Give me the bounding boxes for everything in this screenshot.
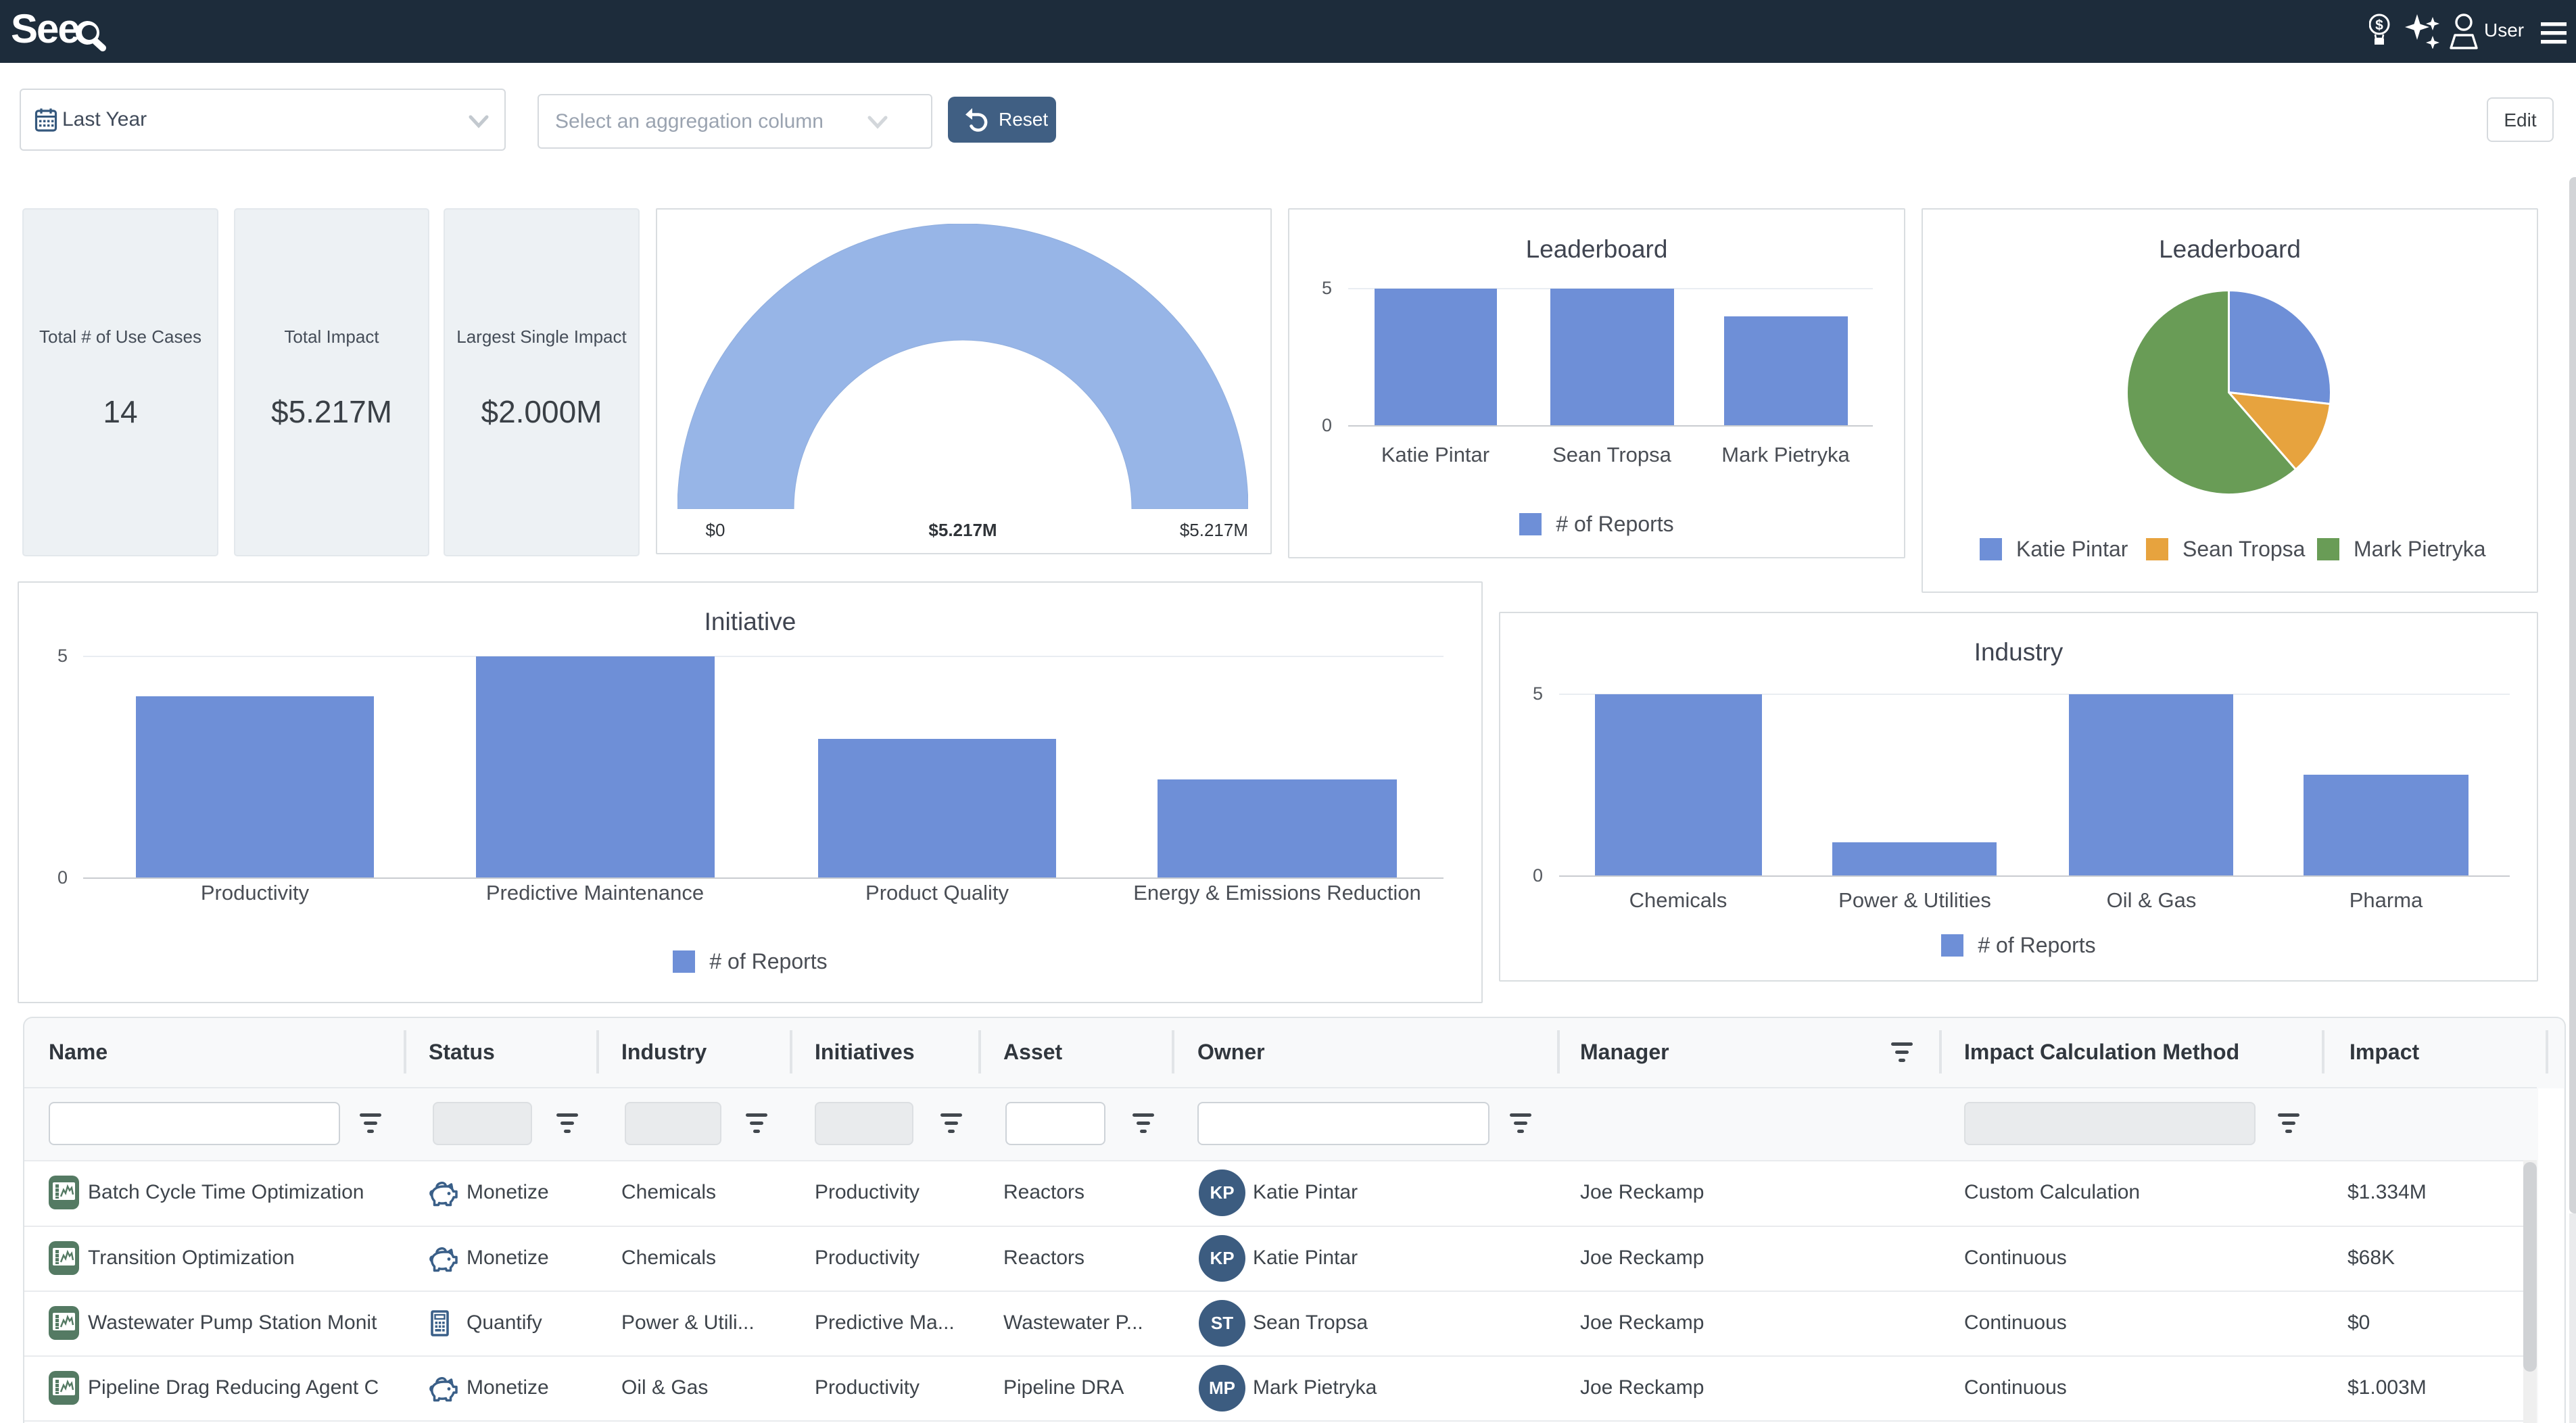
svg-text:See: See xyxy=(11,7,79,51)
svg-text:$: $ xyxy=(2375,18,2383,33)
